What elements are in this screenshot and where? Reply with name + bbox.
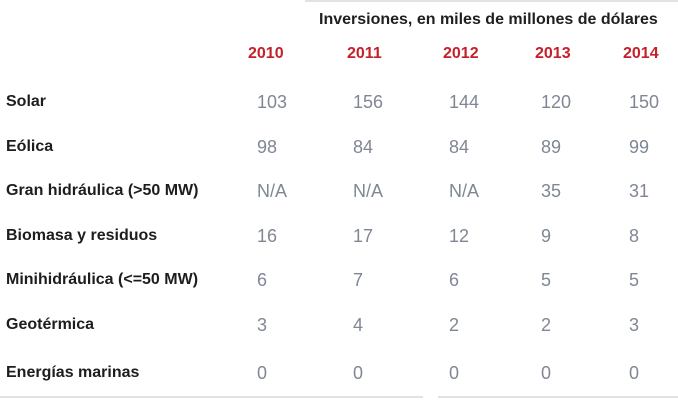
row-label: Gran hidráulica (>50 MW)	[6, 182, 199, 199]
table-cell: 2	[541, 315, 552, 335]
row-label: Energías marinas	[6, 364, 140, 381]
table-cell: 12	[449, 226, 470, 246]
table-cell: 120	[541, 92, 572, 112]
table-title: Inversiones, en miles de millones de dól…	[319, 11, 658, 28]
table-cell: 150	[629, 92, 660, 112]
row-label: Minihidráulica (<=50 MW)	[6, 271, 199, 288]
table-cell: 16	[257, 226, 278, 246]
table-cell: 9	[541, 226, 552, 246]
year-header-2012: 2012	[443, 45, 479, 62]
bottom-rule-right	[438, 396, 678, 398]
table-cell: 98	[257, 137, 278, 157]
table-cell: 84	[353, 137, 374, 157]
table-cell: 6	[257, 270, 268, 290]
table-cell: 89	[541, 137, 562, 157]
table-cell: 0	[629, 363, 640, 383]
table-cell: 144	[449, 92, 480, 112]
table-cell: 2	[449, 315, 460, 335]
year-header-2013: 2013	[535, 45, 571, 62]
top-rule	[305, 0, 678, 2]
table-cell: N/A	[353, 181, 384, 201]
table-cell: 156	[353, 92, 384, 112]
table-cell: 0	[449, 363, 460, 383]
table-cell: 7	[353, 270, 364, 290]
table-cell: 3	[629, 315, 640, 335]
table-cell: N/A	[257, 181, 288, 201]
table-cell: 4	[353, 315, 364, 335]
row-label: Geotérmica	[6, 316, 95, 333]
year-header-2010: 2010	[248, 45, 284, 62]
row-label: Solar	[6, 93, 47, 110]
table-cell: 5	[629, 270, 640, 290]
table-cell: 6	[449, 270, 460, 290]
table-cell: 0	[353, 363, 364, 383]
table-cell: 0	[257, 363, 268, 383]
row-label: Eólica	[6, 138, 54, 155]
table-cell: N/A	[449, 181, 480, 201]
table-cell: 103	[257, 92, 288, 112]
bottom-rule-left	[0, 396, 423, 398]
table-cell: 5	[541, 270, 552, 290]
table-cell: 3	[257, 315, 268, 335]
table-cell: 35	[541, 181, 562, 201]
year-header-2014: 2014	[623, 45, 659, 62]
table-cell: 0	[541, 363, 552, 383]
table-cell: 31	[629, 181, 650, 201]
table-cell: 84	[449, 137, 470, 157]
year-header-2011: 2011	[347, 45, 382, 62]
table-cell: 8	[629, 226, 640, 246]
table-cell: 99	[629, 137, 650, 157]
row-label: Biomasa y residuos	[6, 227, 158, 244]
table-cell: 17	[353, 226, 374, 246]
